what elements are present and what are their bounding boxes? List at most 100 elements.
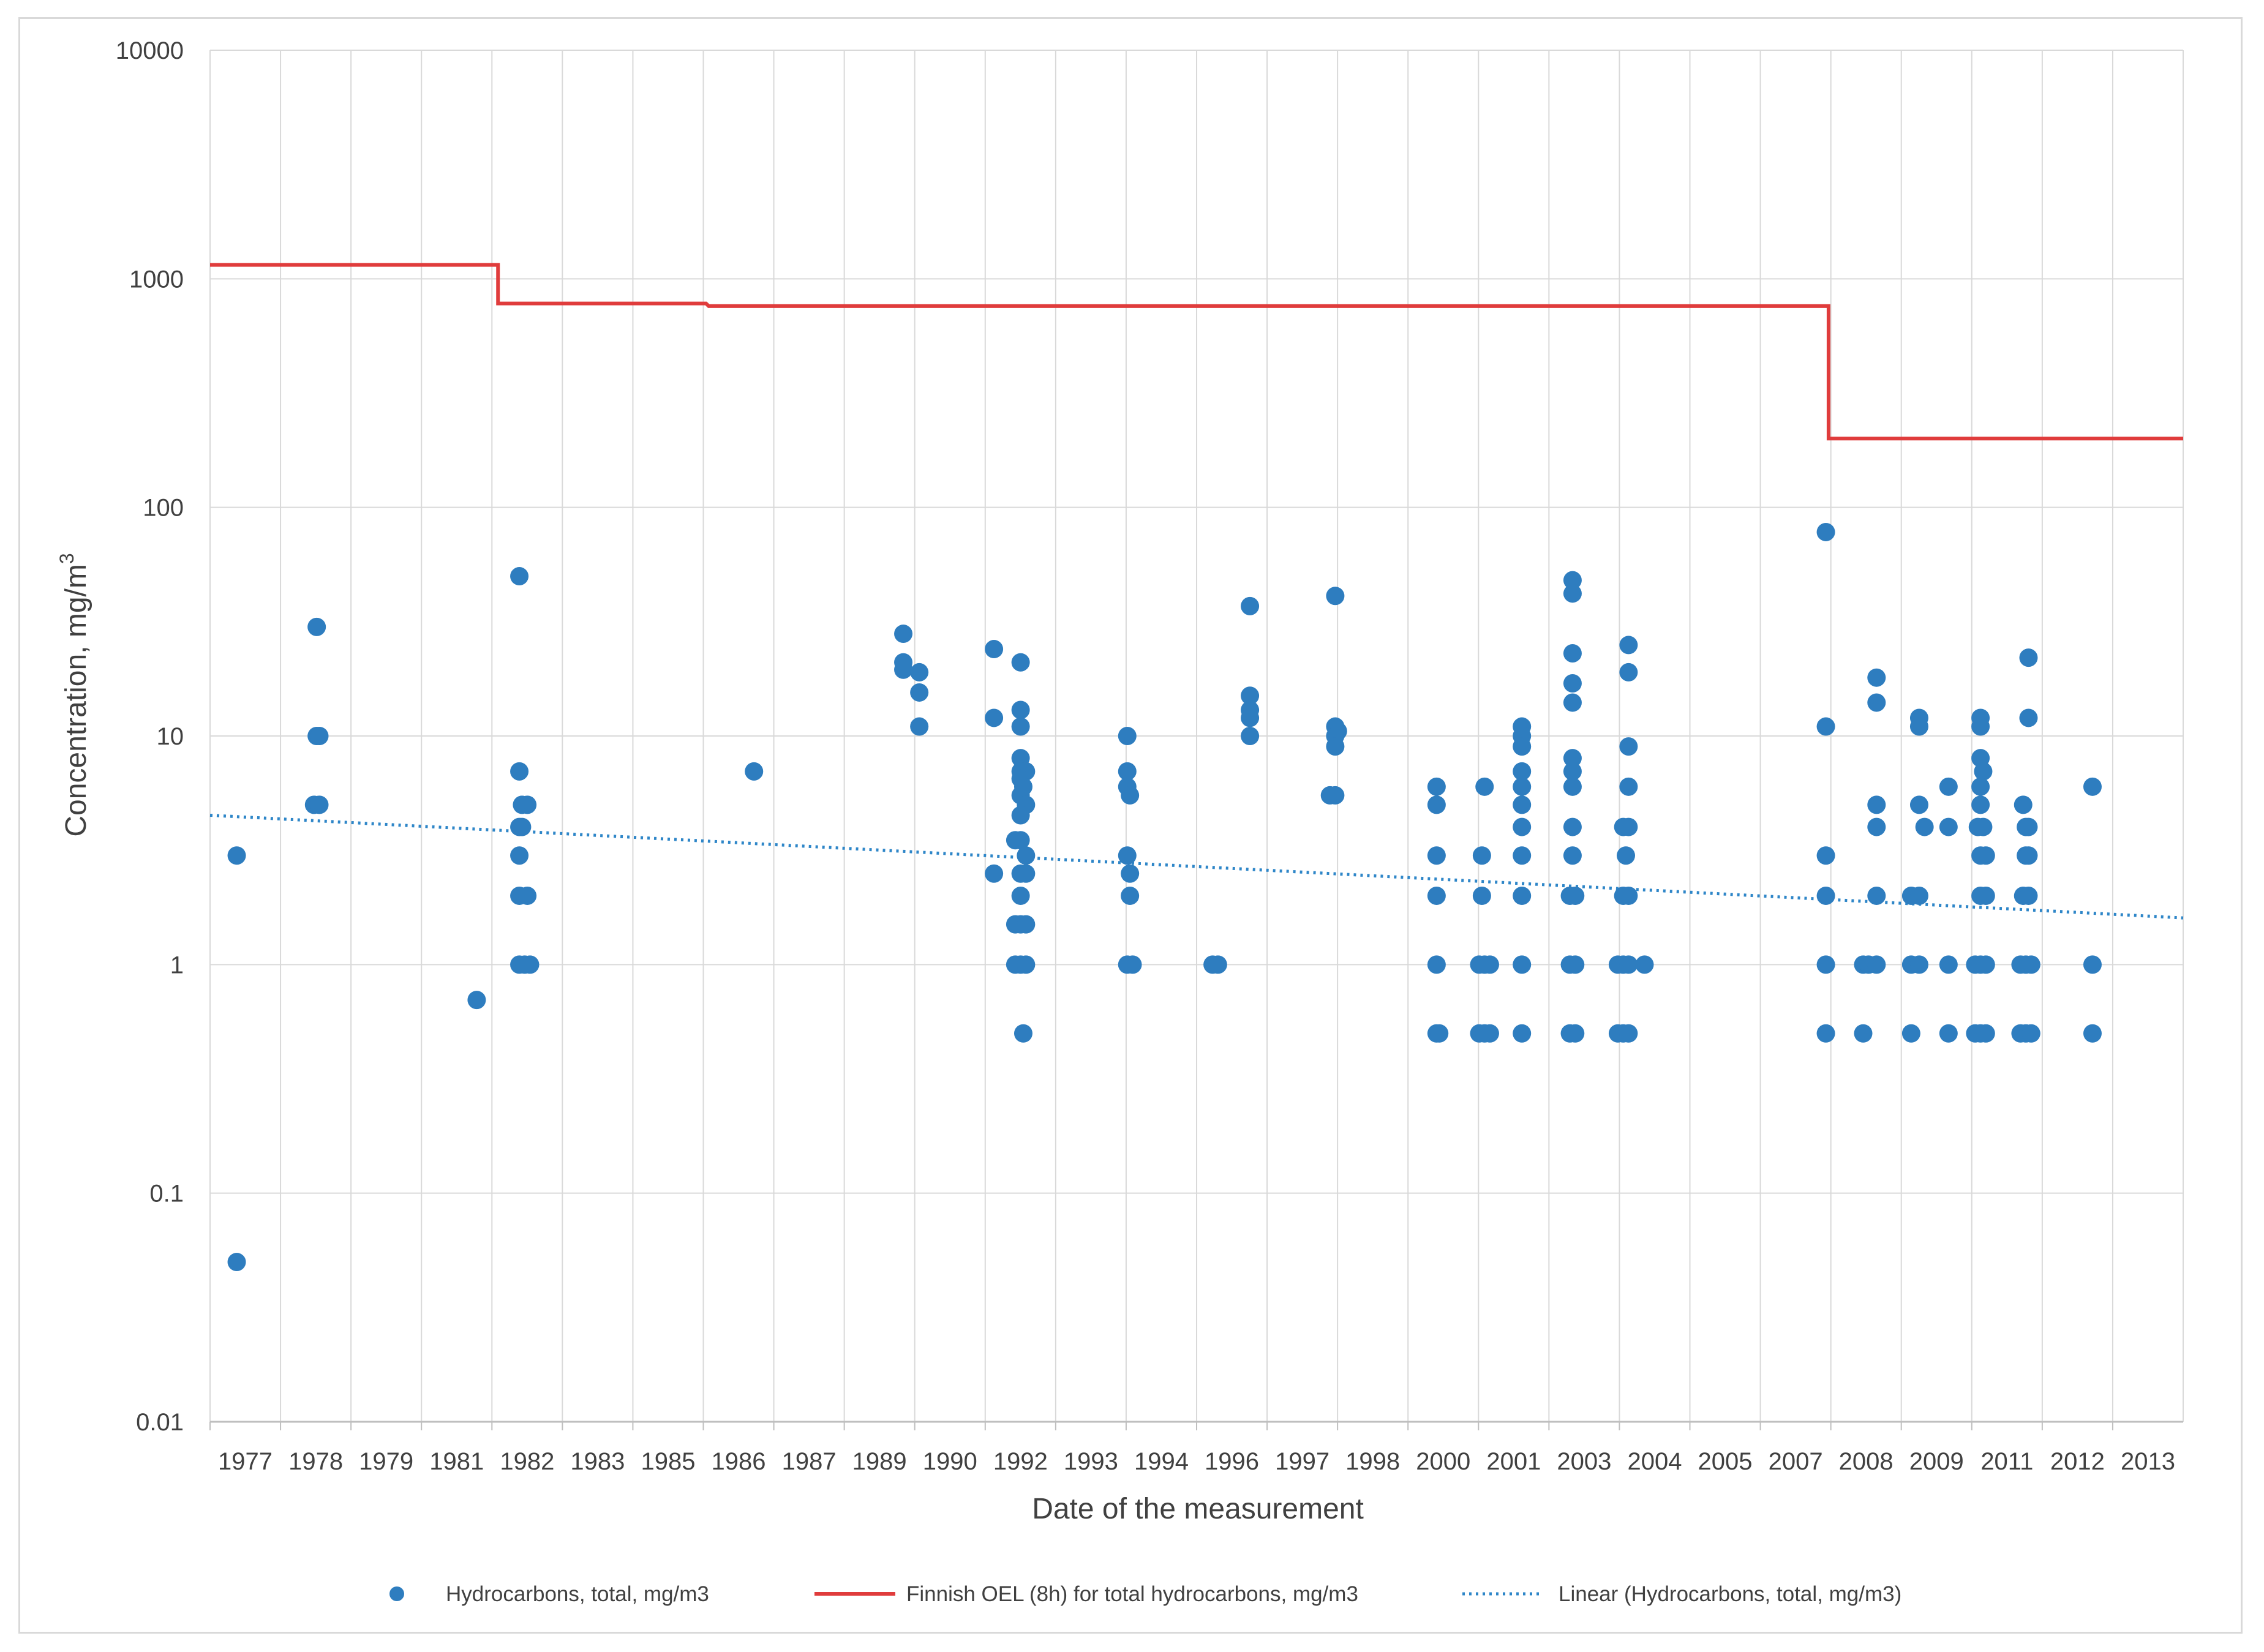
data-point <box>1619 777 1638 796</box>
data-point <box>1619 817 1638 836</box>
data-point <box>1563 846 1582 865</box>
data-point <box>1566 955 1585 974</box>
x-tick-label: 2011 <box>1980 1448 2033 1475</box>
data-point <box>1619 663 1638 681</box>
x-tick-label: 1986 <box>712 1448 766 1475</box>
data-point <box>1326 786 1345 805</box>
data-point <box>1011 653 1030 672</box>
oel-line <box>210 263 2183 441</box>
data-point <box>1121 864 1140 883</box>
oel-series <box>210 263 2183 441</box>
data-point <box>307 617 326 636</box>
x-tick-label: 1978 <box>288 1448 343 1475</box>
x-tick-label: 1992 <box>993 1448 1048 1475</box>
x-tick-label: 1983 <box>570 1448 625 1475</box>
data-point <box>1867 886 1886 905</box>
data-point <box>1635 955 1654 974</box>
data-point <box>1241 727 1260 745</box>
y-axis-title: Concentration, mg/m3 <box>56 553 92 836</box>
data-point <box>985 864 1004 883</box>
data-point <box>1909 795 1928 814</box>
x-tick-label: 1994 <box>1134 1448 1189 1475</box>
data-point <box>1816 1024 1835 1043</box>
x-tick-label: 1993 <box>1064 1448 1118 1475</box>
data-point <box>1427 846 1446 865</box>
data-point <box>2019 817 2038 836</box>
x-tick-label: 2004 <box>1627 1448 1682 1475</box>
data-point <box>510 567 529 586</box>
data-point <box>1513 846 1532 865</box>
y-axis-title-superscript: 3 <box>56 553 78 564</box>
y-axis-title-text: Concentration, mg/m <box>60 564 92 837</box>
data-point <box>2019 708 2038 727</box>
data-point <box>1513 1024 1532 1043</box>
data-point <box>1816 955 1835 974</box>
x-tick-label: 2005 <box>1698 1448 1753 1475</box>
data-point <box>1939 955 1958 974</box>
y-tick-label: 1000 <box>129 266 184 293</box>
data-point <box>1513 886 1532 905</box>
x-tick-label: 2007 <box>1769 1448 1823 1475</box>
data-point <box>1121 886 1140 905</box>
x-axis-title: Date of the measurement <box>1032 1493 1364 1525</box>
data-point <box>1241 686 1260 705</box>
data-point <box>1563 644 1582 663</box>
data-point <box>510 846 529 865</box>
data-point <box>1974 817 1993 836</box>
data-point <box>1974 762 1993 781</box>
data-point <box>910 683 929 702</box>
data-point <box>1513 795 1532 814</box>
data-point <box>1475 777 1494 796</box>
data-point <box>1472 846 1491 865</box>
grid-lines <box>209 50 2184 1422</box>
data-point <box>1513 777 1532 796</box>
x-tick-label: 1996 <box>1205 1448 1259 1475</box>
data-point <box>1867 955 1886 974</box>
data-point <box>1241 596 1260 615</box>
y-axis-ticks: 10000 1000 100 10 1 0.1 0.01 <box>116 37 184 1436</box>
data-point <box>2019 886 2038 905</box>
data-point <box>2083 1024 2102 1043</box>
data-point <box>1867 693 1886 712</box>
data-point <box>513 817 532 836</box>
data-point <box>1427 886 1446 905</box>
data-point <box>510 762 529 781</box>
data-point <box>1123 955 1142 974</box>
data-point <box>467 991 486 1010</box>
data-point <box>1909 717 1928 736</box>
data-point <box>1011 831 1030 850</box>
data-point <box>1513 817 1532 836</box>
data-point <box>1121 786 1140 805</box>
data-point <box>1563 674 1582 693</box>
data-point <box>1976 1024 1995 1043</box>
data-point <box>227 846 246 865</box>
data-point <box>1976 846 1995 865</box>
data-point <box>1971 795 1990 814</box>
data-point <box>2019 846 2038 865</box>
data-point <box>1971 777 1990 796</box>
data-point <box>1976 886 1995 905</box>
data-point <box>1909 886 1928 905</box>
data-point <box>2083 777 2102 796</box>
data-point <box>518 795 537 814</box>
legend-label-trend: Linear (Hydrocarbons, total, mg/m3) <box>1559 1582 1901 1606</box>
data-point <box>1480 1024 1499 1043</box>
y-tick-label: 10 <box>157 723 184 750</box>
x-tick-label: 1998 <box>1345 1448 1400 1475</box>
data-point <box>1241 708 1260 727</box>
data-point <box>985 708 1004 727</box>
data-point <box>1427 795 1446 814</box>
data-point <box>1816 846 1835 865</box>
data-point <box>2083 955 2102 974</box>
data-point <box>1472 886 1491 905</box>
data-point <box>1326 737 1345 756</box>
data-point <box>1867 817 1886 836</box>
data-point <box>1118 846 1137 865</box>
data-point <box>1011 886 1030 905</box>
data-point <box>1617 846 1636 865</box>
data-point <box>1816 522 1835 541</box>
legend-marker-scatter <box>389 1586 404 1601</box>
data-point <box>894 660 913 679</box>
data-point <box>1619 1024 1638 1043</box>
